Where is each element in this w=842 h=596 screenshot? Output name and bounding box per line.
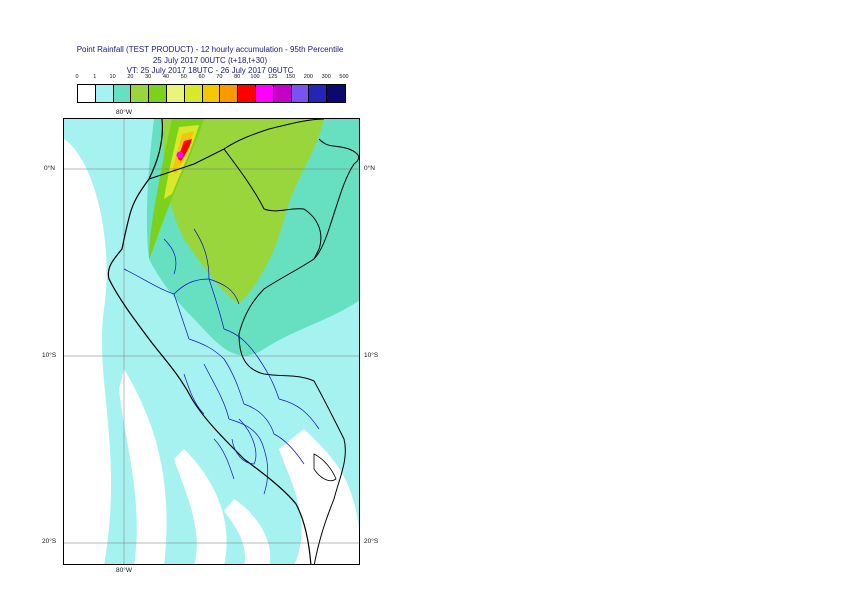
legend-tick-7: 60 xyxy=(198,74,205,80)
legend-tick-0: 0 xyxy=(75,74,79,80)
chart-title-line3: VT: 25 July 2017 18UTC - 26 July 2017 06… xyxy=(126,66,294,75)
lat-label-right-10: 10°S xyxy=(364,352,379,359)
legend-tick-14: 300 xyxy=(321,74,331,80)
legend-tick-5: 40 xyxy=(162,74,170,80)
rainfall-map xyxy=(63,118,360,565)
legend-tick-2: 10 xyxy=(109,74,116,80)
rain-zone-30-40 xyxy=(149,119,204,259)
dry-patch-ocean-3 xyxy=(174,449,227,564)
legend-swatch-4 xyxy=(149,85,167,102)
legend-swatch-12 xyxy=(291,85,310,102)
legend-tick-15: 500 xyxy=(339,74,349,80)
lat-label-left-0: 0°N xyxy=(44,165,55,172)
map-svg xyxy=(64,119,359,564)
legend-swatch-6 xyxy=(184,85,203,102)
legend-tick-4: 30 xyxy=(145,74,152,80)
legend-tick-9: 80 xyxy=(234,74,241,80)
legend-swatch-1 xyxy=(95,85,114,102)
legend-swatch-10 xyxy=(255,85,274,102)
legend-tick-10: 100 xyxy=(250,74,260,80)
legend-swatch-14 xyxy=(327,85,345,102)
legend-swatch-13 xyxy=(309,85,328,102)
lon-label-top: 80°W xyxy=(116,109,132,116)
lat-label-left-20: 20°S xyxy=(42,538,57,545)
chart-title-line1: Point Rainfall (TEST PRODUCT) - 12 hourl… xyxy=(76,45,344,54)
chart-title-line2: 25 July 2017 00UTC (t+18,t+30) xyxy=(152,56,268,65)
legend-tick-3: 20 xyxy=(127,74,134,80)
legend-swatch-0 xyxy=(78,85,96,102)
regional-boundaries xyxy=(123,228,320,495)
lat-label-right-20: 20°S xyxy=(364,538,379,545)
legend-tick-11: 125 xyxy=(268,74,278,80)
lat-label-right-0: 0°N xyxy=(364,165,375,172)
legend-tick-6: 50 xyxy=(180,74,187,80)
legend-swatch-7 xyxy=(202,85,221,102)
dry-patch-west xyxy=(64,139,111,564)
lat-label-left-10: 10°S xyxy=(42,352,57,359)
legend-swatch-3 xyxy=(131,85,150,102)
dry-patch-ocean-2 xyxy=(119,369,167,564)
legend-ticks: 0 1 10 20 30 40 50 60 70 80 100 125 150 200 300 500 xyxy=(72,74,362,84)
border-ecuador xyxy=(148,148,322,260)
legend-swatch-2 xyxy=(113,85,132,102)
legend-swatch-11 xyxy=(273,85,292,102)
border-colombia xyxy=(223,119,325,150)
dry-patch-south xyxy=(279,429,359,564)
legend-color-bar xyxy=(77,84,346,103)
legend-tick-12: 150 xyxy=(286,74,296,80)
legend-swatch-5 xyxy=(166,85,185,102)
border-east xyxy=(238,138,359,564)
legend-tick-1: 1 xyxy=(93,74,97,80)
rain-max-spot xyxy=(176,151,184,159)
lake-titicaca xyxy=(313,453,337,482)
coastline xyxy=(107,119,312,564)
dry-patch-ocean-4 xyxy=(224,499,271,564)
legend-swatch-9 xyxy=(238,85,256,102)
legend-swatch-8 xyxy=(220,85,239,102)
legend-tick-13: 200 xyxy=(303,74,313,80)
legend-tick-8: 70 xyxy=(216,74,223,80)
lon-label-bottom: 80°W xyxy=(116,567,132,574)
rain-zone-20-30 xyxy=(162,119,324,304)
